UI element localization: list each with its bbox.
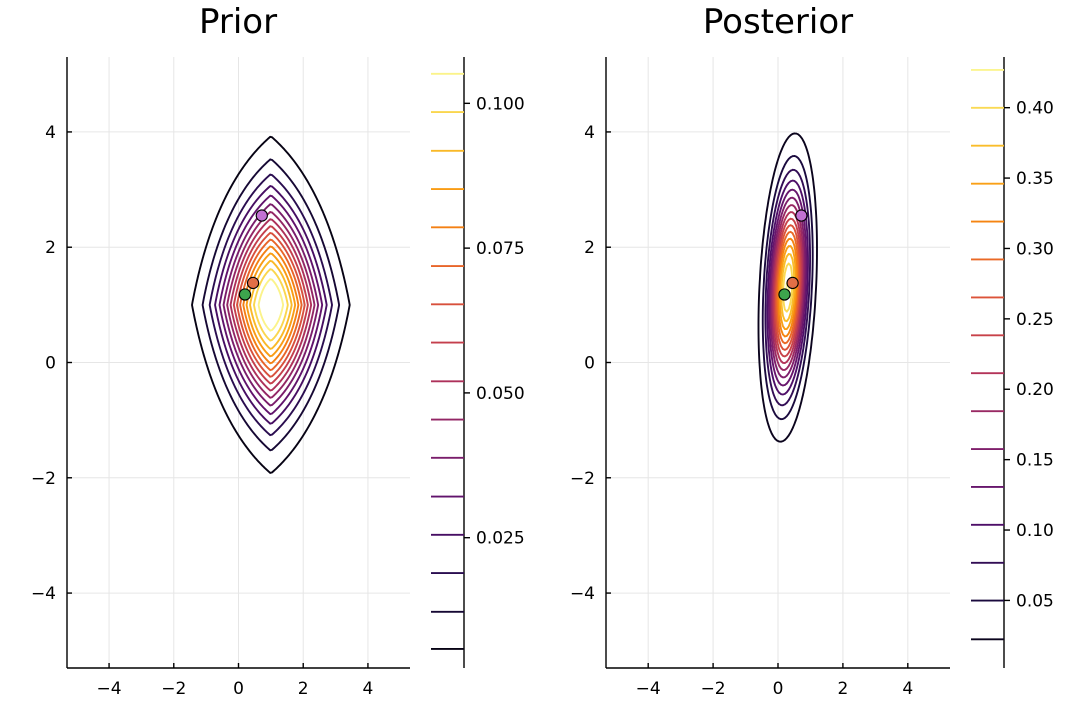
prior-contour-level-4 xyxy=(214,185,328,425)
prior-colorbar-tick-label: 0.025 xyxy=(476,529,525,549)
posterior-contour-level-10 xyxy=(774,224,801,351)
prior-contour-level-8 xyxy=(229,218,313,392)
posterior-title: Posterior xyxy=(703,2,853,42)
posterior-x-tick-label: −4 xyxy=(636,679,661,699)
prior-colorbar-tick-label: 0.100 xyxy=(476,94,525,114)
posterior-colorbar-tick-label: 0.10 xyxy=(1016,521,1054,541)
prior-y-tick-label: 0 xyxy=(45,354,56,374)
posterior-contour-level-8 xyxy=(772,211,803,364)
prior-colorbar-tick-label: 0.075 xyxy=(476,239,525,259)
posterior-y-tick-label: −4 xyxy=(570,584,595,604)
prior-panel: Prior −4 −2 0 2 4 −4 −2 0 2 4 0.025 0.050 0.075 0.10… xyxy=(31,2,525,699)
posterior-contour-level-2 xyxy=(761,155,814,421)
prior-contour-level-16 xyxy=(257,278,285,332)
posterior-plot-area: −4 −2 0 2 4 −4 −2 0 2 4 xyxy=(570,57,950,699)
prior-colorbar: 0.025 0.050 0.075 0.100 xyxy=(431,57,525,668)
posterior-point-green xyxy=(778,288,791,301)
prior-y-tick-label: −4 xyxy=(31,584,56,604)
posterior-colorbar-tick-label: 0.05 xyxy=(1016,591,1054,611)
prior-point-purple xyxy=(255,209,268,222)
posterior-point-purple xyxy=(795,209,808,222)
posterior-contour-level-1 xyxy=(757,132,818,443)
posterior-contour-level-14 xyxy=(780,253,796,323)
prior-contour-level-9 xyxy=(232,225,309,385)
posterior-y-tick-label: −2 xyxy=(570,469,595,489)
prior-y-tick-label: 4 xyxy=(45,123,56,143)
prior-x-tick-label: 2 xyxy=(298,679,309,699)
prior-x-tick-label: −2 xyxy=(161,679,186,699)
posterior-contour-level-6 xyxy=(769,196,806,379)
posterior-x-tick-label: 2 xyxy=(837,679,848,699)
prior-y-tick-label: 2 xyxy=(45,238,56,258)
prior-x-tick-label: 4 xyxy=(363,679,374,699)
prior-contour-level-1 xyxy=(191,135,351,474)
posterior-y-tick-label: 4 xyxy=(584,123,595,143)
prior-contour-level-11 xyxy=(239,238,303,372)
posterior-contour-level-5 xyxy=(768,188,808,387)
posterior-colorbar-tick-label: 0.25 xyxy=(1016,310,1054,330)
prior-x-tick-label: −4 xyxy=(97,679,122,699)
posterior-y-tick-label: 0 xyxy=(584,354,595,374)
posterior-colorbar-tick-label: 0.40 xyxy=(1016,99,1054,119)
prior-contour-level-2 xyxy=(201,158,341,452)
prior-title: Prior xyxy=(199,2,277,42)
posterior-y-tick-label: 2 xyxy=(584,238,595,258)
posterior-x-tick-label: 0 xyxy=(773,679,784,699)
posterior-x-tick-label: −2 xyxy=(701,679,726,699)
prior-y-tick-label: −2 xyxy=(31,469,56,489)
posterior-colorbar-tick-label: 0.15 xyxy=(1016,451,1054,471)
prior-contour-level-15 xyxy=(253,268,289,342)
posterior-panel: Posterior −4 −2 0 2 4 −4 −2 0 2 4 0.05 0.10 0.15 0.2… xyxy=(570,2,1054,699)
posterior-colorbar-tick-label: 0.30 xyxy=(1016,239,1054,259)
prior-contour-level-5 xyxy=(218,194,324,416)
prior-contour-level-3 xyxy=(208,173,333,437)
prior-plot-area: −4 −2 0 2 4 −4 −2 0 2 4 xyxy=(31,57,410,699)
prior-colorbar-tick-label: 0.050 xyxy=(476,384,525,404)
posterior-colorbar: 0.05 0.10 0.15 0.20 0.25 0.30 0.35 0.40 xyxy=(971,57,1054,668)
posterior-colorbar-tick-label: 0.35 xyxy=(1016,169,1054,189)
prior-point-orange xyxy=(246,276,260,290)
posterior-contour-level-9 xyxy=(773,217,802,358)
posterior-point-orange xyxy=(786,276,799,290)
posterior-colorbar-tick-label: 0.20 xyxy=(1016,380,1054,400)
prior-contour-level-7 xyxy=(226,211,316,399)
prior-point-green xyxy=(238,288,252,301)
posterior-contour-level-3 xyxy=(764,168,811,407)
posterior-x-tick-label: 4 xyxy=(902,679,913,699)
prior-contour-level-6 xyxy=(222,203,320,407)
prior-x-tick-label: 0 xyxy=(233,679,244,699)
